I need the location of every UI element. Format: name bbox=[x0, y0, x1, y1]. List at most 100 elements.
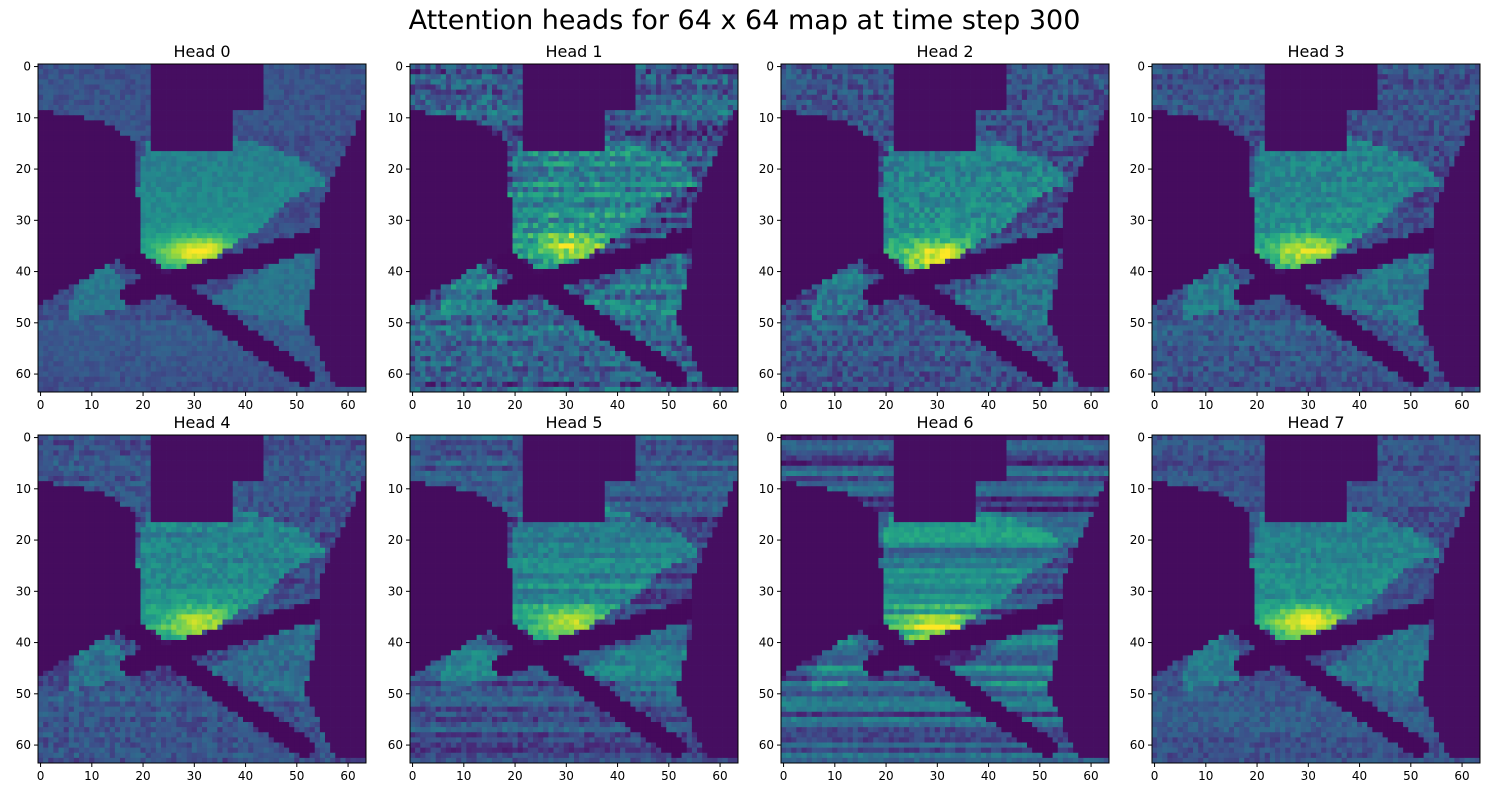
heatmap-cell bbox=[120, 382, 125, 387]
heatmap-cell bbox=[212, 264, 217, 269]
heatmap-cell bbox=[105, 202, 110, 207]
heatmap-cell bbox=[677, 126, 682, 131]
heatmap-cell bbox=[289, 223, 294, 228]
heatmap-cell bbox=[115, 351, 120, 356]
heatmap-cell bbox=[74, 197, 79, 202]
heatmap-cell bbox=[135, 182, 140, 187]
heatmap-cell bbox=[538, 90, 543, 95]
heatmap-cell bbox=[315, 131, 320, 136]
heatmap-cell bbox=[269, 233, 274, 238]
heatmap-cell bbox=[64, 274, 69, 279]
heatmap-cell bbox=[518, 115, 523, 120]
heatmap-cell bbox=[502, 105, 507, 110]
heatmap-cell bbox=[146, 95, 151, 100]
heatmap-cell bbox=[320, 64, 325, 69]
heatmap-cell bbox=[228, 146, 233, 151]
heatmap-cell bbox=[74, 161, 79, 166]
heatmap-cell bbox=[115, 249, 120, 254]
heatmap-cell bbox=[125, 233, 130, 238]
heatmap-cell bbox=[356, 331, 361, 336]
heatmap-cell bbox=[243, 223, 248, 228]
heatmap-cell bbox=[192, 336, 197, 341]
heatmap-cell bbox=[253, 346, 258, 351]
heatmap-cell bbox=[325, 305, 330, 310]
heatmap-cell bbox=[207, 79, 212, 84]
heatmap-cell bbox=[59, 351, 64, 356]
heatmap-cell bbox=[228, 161, 233, 166]
heatmap-cell bbox=[482, 126, 487, 131]
heatmap-cell bbox=[43, 141, 48, 146]
heatmap-cell bbox=[294, 110, 299, 115]
heatmap-cell bbox=[502, 95, 507, 100]
heatmap-cell bbox=[197, 243, 202, 248]
heatmap-cell bbox=[559, 90, 564, 95]
heatmap-cell bbox=[161, 295, 166, 300]
heatmap-cell bbox=[340, 115, 345, 120]
heatmap-cell bbox=[253, 126, 258, 131]
heatmap-cell bbox=[130, 254, 135, 259]
heatmap-cell bbox=[320, 192, 325, 197]
heatmap-cell bbox=[456, 100, 461, 105]
heatmap-cell bbox=[192, 259, 197, 264]
heatmap-cell bbox=[161, 218, 166, 223]
heatmap-cell bbox=[59, 167, 64, 172]
heatmap-cell bbox=[351, 259, 356, 264]
heatmap-cell bbox=[64, 192, 69, 197]
heatmap-cell bbox=[248, 295, 253, 300]
heatmap-cell bbox=[64, 105, 69, 110]
heatmap-cell bbox=[559, 69, 564, 74]
heatmap-cell bbox=[356, 161, 361, 166]
y-tick-label: 30 bbox=[16, 213, 31, 227]
heatmap-cell bbox=[223, 377, 228, 382]
heatmap-cell bbox=[100, 228, 105, 233]
heatmap-cell bbox=[228, 85, 233, 90]
heatmap-cell bbox=[94, 172, 99, 177]
heatmap-cell bbox=[74, 126, 79, 131]
heatmap-cell bbox=[346, 341, 351, 346]
heatmap-cell bbox=[59, 274, 64, 279]
heatmap-cell bbox=[305, 95, 310, 100]
heatmap-cell bbox=[610, 79, 615, 84]
heatmap-cell bbox=[600, 100, 605, 105]
heatmap-cell bbox=[100, 197, 105, 202]
heatmap-cell bbox=[171, 141, 176, 146]
heatmap-cell bbox=[79, 295, 84, 300]
heatmap-cell bbox=[105, 177, 110, 182]
heatmap-cell bbox=[135, 151, 140, 156]
heatmap-cell bbox=[299, 382, 304, 387]
heatmap-cell bbox=[248, 151, 253, 156]
heatmap-cell bbox=[279, 320, 284, 325]
heatmap-cell bbox=[69, 120, 74, 125]
heatmap-cell bbox=[315, 177, 320, 182]
heatmap-cell bbox=[228, 202, 233, 207]
heatmap-cell bbox=[115, 284, 120, 289]
heatmap-cell bbox=[48, 356, 53, 361]
heatmap-cell bbox=[625, 74, 630, 79]
heatmap-cell bbox=[64, 320, 69, 325]
heatmap-cell bbox=[238, 243, 243, 248]
heatmap-cell bbox=[269, 238, 274, 243]
heatmap-cell bbox=[94, 238, 99, 243]
heatmap-cell bbox=[84, 182, 89, 187]
heatmap-cell bbox=[487, 115, 492, 120]
heatmap-cell bbox=[228, 325, 233, 330]
heatmap-cell bbox=[320, 202, 325, 207]
heatmap-cell bbox=[197, 85, 202, 90]
heatmap-cell bbox=[53, 161, 58, 166]
heatmap-cell bbox=[176, 341, 181, 346]
heatmap-cell bbox=[264, 64, 269, 69]
heatmap-cell bbox=[728, 90, 733, 95]
heatmap-cell bbox=[461, 126, 466, 131]
heatmap-cell bbox=[641, 69, 646, 74]
heatmap-cell bbox=[299, 126, 304, 131]
heatmap-cell bbox=[346, 310, 351, 315]
heatmap-cell bbox=[192, 126, 197, 131]
heatmap-cell bbox=[320, 131, 325, 136]
heatmap-cell bbox=[325, 238, 330, 243]
heatmap-cell bbox=[43, 279, 48, 284]
heatmap-cell bbox=[115, 274, 120, 279]
heatmap-cell bbox=[166, 325, 171, 330]
heatmap-cell bbox=[299, 243, 304, 248]
heatmap-cell bbox=[330, 346, 335, 351]
heatmap-cell bbox=[43, 336, 48, 341]
